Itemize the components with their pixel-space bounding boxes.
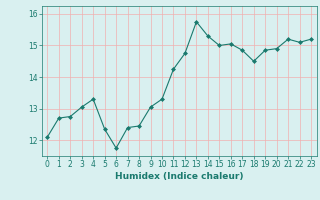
X-axis label: Humidex (Indice chaleur): Humidex (Indice chaleur)	[115, 172, 244, 181]
